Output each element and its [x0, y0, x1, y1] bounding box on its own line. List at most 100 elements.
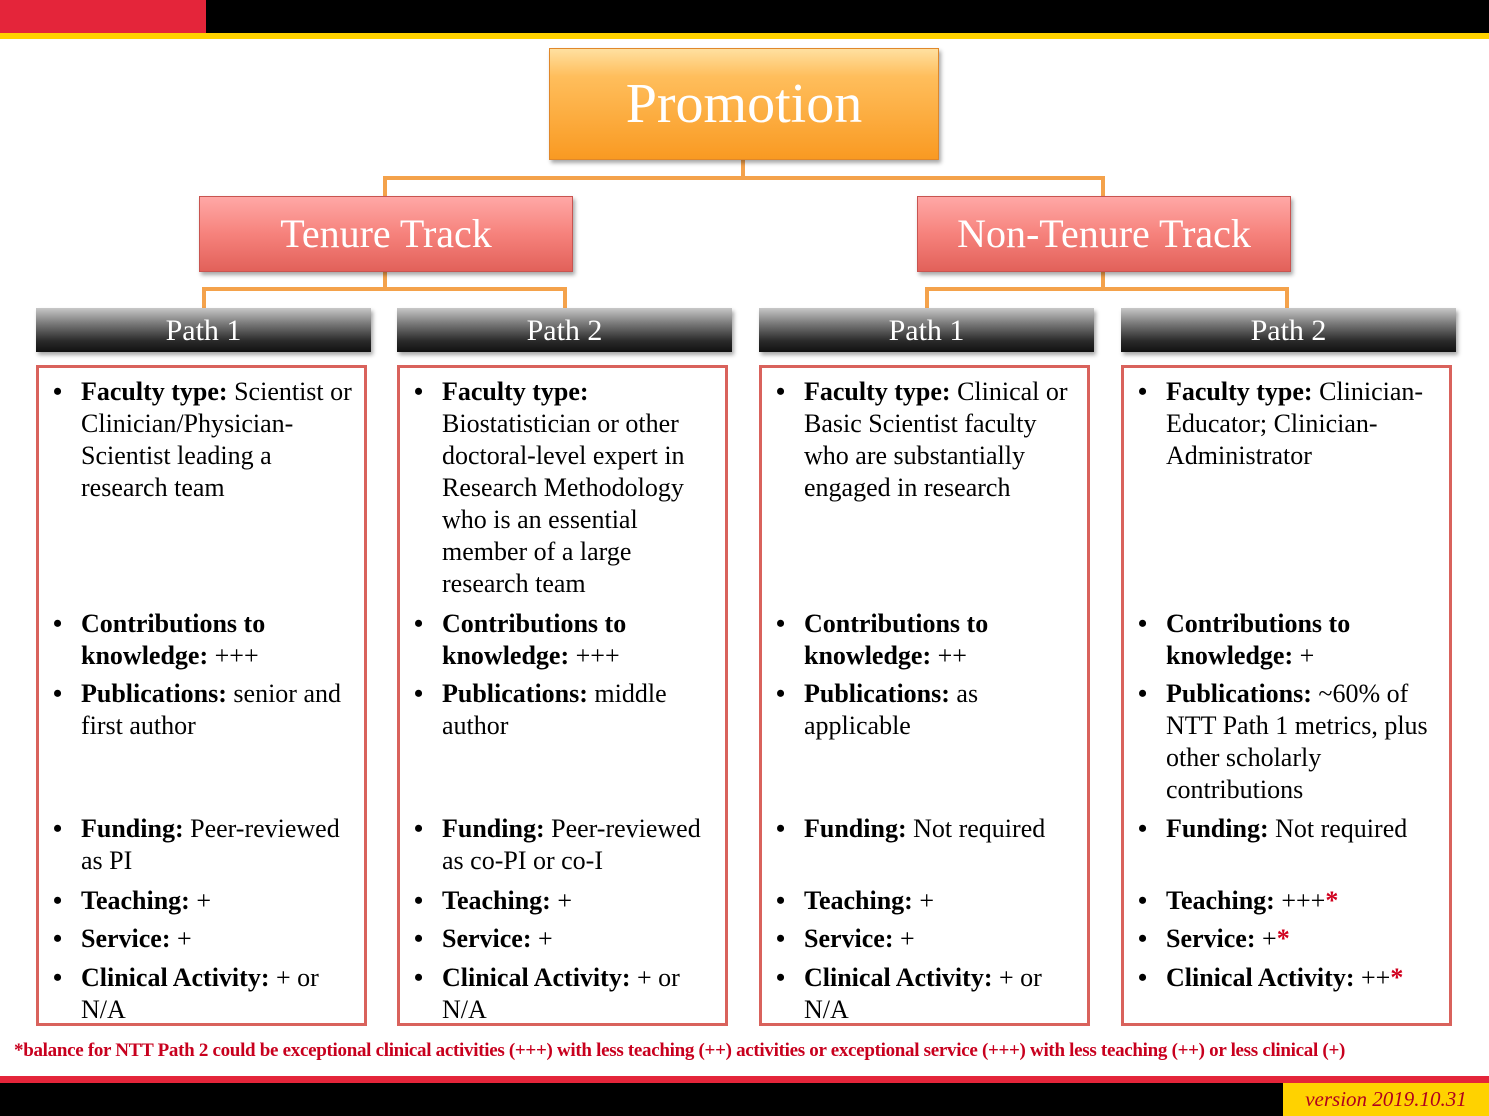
criterion-label: Service:	[442, 924, 532, 953]
criterion-value: Peer-reviewed as co-PI or co-I	[442, 814, 701, 875]
criterion-item: Funding: Peer-reviewed as PI	[53, 813, 354, 877]
criteria-box: Faculty type: Biostatistician or other d…	[397, 365, 728, 1026]
criterion-value: Biostatistician or other doctoral-level …	[442, 409, 685, 598]
criterion-label: Service:	[804, 924, 894, 953]
criterion-item: Service: +	[414, 923, 715, 955]
criterion-label: Contributions to knowledge:	[804, 609, 989, 670]
footnote: *balance for NTT Path 2 could be excepti…	[14, 1040, 1346, 1061]
criterion-value: + or N/A	[81, 963, 319, 1024]
criterion-label: Clinical Activity:	[81, 963, 270, 992]
criterion-value: +++	[208, 641, 259, 670]
criterion-value: ~60% of NTT Path 1 metrics, plus other s…	[1166, 679, 1428, 804]
criteria-box: Faculty type: Clinical or Basic Scientis…	[759, 365, 1090, 1026]
criterion-value: Clinician-Educator; Clinician-Administra…	[1166, 377, 1424, 470]
criterion-label: Funding:	[804, 814, 907, 843]
criterion-value: + or N/A	[442, 963, 680, 1024]
criterion-label: Faculty type:	[1166, 377, 1313, 406]
criterion-item: Service: +*	[1138, 923, 1439, 955]
bottom-banner	[0, 1083, 1489, 1116]
path-header: Path 1	[759, 308, 1094, 352]
asterisk-note: *	[1276, 924, 1290, 953]
criterion-label: Teaching:	[442, 886, 551, 915]
criterion-value: +	[170, 924, 192, 953]
criterion-label: Clinical Activity:	[804, 963, 993, 992]
top-banner-red-block	[0, 0, 206, 33]
bottom-red-stripe	[0, 1076, 1489, 1083]
criterion-label: Contributions to knowledge:	[81, 609, 266, 670]
criterion-label: Funding:	[1166, 814, 1269, 843]
criterion-item: Funding: Not required	[1138, 813, 1439, 845]
criterion-item: Faculty type: Biostatistician or other d…	[414, 376, 715, 600]
criterion-label: Publications:	[81, 679, 227, 708]
criterion-item: Clinical Activity: + or N/A	[414, 962, 715, 1026]
top-gold-stripe	[0, 33, 1489, 39]
criterion-item: Publications: as applicable	[776, 678, 1077, 742]
path-header: Path 2	[397, 308, 732, 352]
criterion-item: Contributions to knowledge: +	[1138, 608, 1439, 672]
top-banner	[0, 0, 1489, 33]
criterion-item: Teaching: +	[53, 885, 354, 917]
criterion-value: Scientist or Clinician/Physician-Scienti…	[81, 377, 352, 502]
criterion-value: ++	[1354, 963, 1391, 992]
criterion-item: Service: +	[53, 923, 354, 955]
criterion-item: Clinical Activity: + or N/A	[776, 962, 1077, 1026]
criterion-value: +	[189, 886, 212, 915]
criterion-label: Teaching:	[81, 886, 190, 915]
non-tenure-track-box: Non-Tenure Track	[917, 196, 1291, 272]
criterion-item: Publications: ~60% of NTT Path 1 metrics…	[1138, 678, 1439, 806]
criterion-label: Funding:	[442, 814, 545, 843]
criterion-item: Publications: senior and first author	[53, 678, 354, 742]
path-header: Path 2	[1121, 308, 1456, 352]
criterion-value: +	[531, 924, 553, 953]
path-header: Path 1	[36, 308, 371, 352]
criterion-value: middle author	[442, 679, 667, 740]
criterion-item: Faculty type: Clinical or Basic Scientis…	[776, 376, 1077, 504]
criterion-item: Faculty type: Clinician-Educator; Clinic…	[1138, 376, 1439, 472]
asterisk-note: *	[1325, 886, 1339, 915]
criterion-label: Clinical Activity:	[442, 963, 631, 992]
criterion-item: Funding: Peer-reviewed as co-PI or co-I	[414, 813, 715, 877]
criterion-label: Publications:	[1166, 679, 1312, 708]
criterion-value: Not required	[1268, 814, 1408, 843]
criterion-label: Faculty type:	[81, 377, 228, 406]
criterion-label: Teaching:	[804, 886, 913, 915]
criterion-label: Clinical Activity:	[1166, 963, 1355, 992]
criterion-label: Teaching:	[1166, 886, 1275, 915]
criterion-label: Funding:	[81, 814, 184, 843]
criteria-box: Faculty type: Clinician-Educator; Clinic…	[1121, 365, 1452, 1026]
asterisk-note: *	[1390, 963, 1404, 992]
criterion-label: Faculty type:	[804, 377, 951, 406]
criterion-item: Teaching: +++*	[1138, 885, 1439, 917]
criterion-item: Faculty type: Scientist or Clinician/Phy…	[53, 376, 354, 504]
criterion-item: Contributions to knowledge: +++	[414, 608, 715, 672]
criterion-item: Service: +	[776, 923, 1077, 955]
criterion-label: Faculty type:	[442, 377, 589, 406]
criterion-label: Contributions to knowledge:	[1166, 609, 1351, 670]
criterion-value: +++	[569, 641, 620, 670]
promotion-box: Promotion	[549, 48, 939, 160]
criterion-value: +	[550, 886, 573, 915]
criterion-value: +	[912, 886, 935, 915]
version-label: version 2019.10.31	[1283, 1083, 1489, 1116]
criterion-value: Peer-reviewed as PI	[81, 814, 340, 875]
criterion-value: as applicable	[804, 679, 979, 740]
criterion-item: Funding: Not required	[776, 813, 1077, 845]
criterion-label: Service:	[81, 924, 171, 953]
criterion-label: Publications:	[804, 679, 950, 708]
connector-root-to-tracks	[383, 158, 1105, 196]
criterion-item: Teaching: +	[776, 885, 1077, 917]
criterion-value: + or N/A	[804, 963, 1042, 1024]
criterion-value: ++	[931, 641, 967, 670]
criterion-value: +++	[1274, 886, 1326, 915]
criterion-item: Clinical Activity: + or N/A	[53, 962, 354, 1026]
criterion-item: Contributions to knowledge: +++	[53, 608, 354, 672]
criterion-item: Teaching: +	[414, 885, 715, 917]
criterion-value: Not required	[906, 814, 1046, 843]
connector-tenure-to-paths	[202, 270, 567, 308]
connector-nontenure-to-paths	[925, 270, 1289, 308]
criteria-box: Faculty type: Scientist or Clinician/Phy…	[36, 365, 367, 1026]
tenure-track-box: Tenure Track	[199, 196, 573, 272]
criterion-item: Publications: middle author	[414, 678, 715, 742]
connector-lines	[202, 158, 1289, 308]
criterion-value: +	[1293, 641, 1315, 670]
